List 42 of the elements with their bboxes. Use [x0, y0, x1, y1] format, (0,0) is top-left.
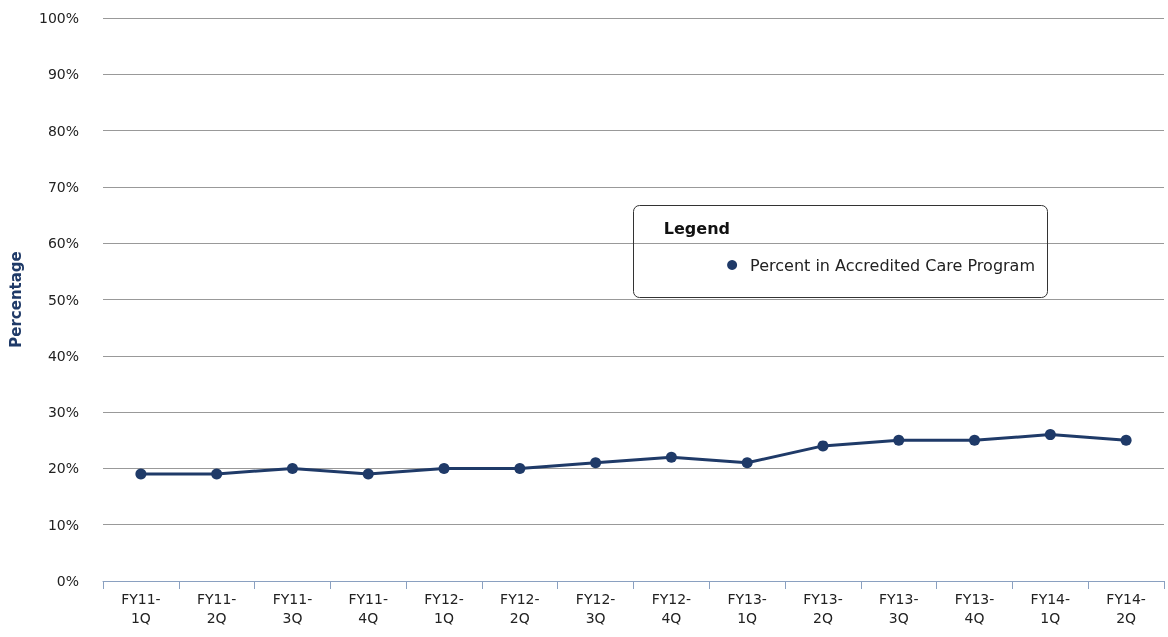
point — [362, 468, 374, 480]
x-tick-label: FY12-2Q — [500, 590, 540, 626]
point — [1120, 434, 1132, 446]
x-tick-label: FY11-1Q — [121, 590, 161, 626]
point — [1044, 429, 1056, 441]
x-tick-label: FY13-3Q — [879, 590, 919, 626]
point — [438, 462, 450, 474]
x-tick-label: FY12-4Q — [651, 590, 692, 626]
legend-title: Legend — [663, 218, 731, 238]
x-tick-label: FY14-1Q — [1030, 590, 1071, 626]
x-tick-label: FY11-4Q — [348, 590, 388, 626]
point — [211, 468, 223, 480]
y-tick-label: 20% — [47, 460, 79, 477]
point — [665, 451, 677, 463]
point — [741, 457, 753, 469]
y-tick-label: 100% — [38, 10, 79, 26]
y-tick-label: 90% — [47, 66, 79, 83]
point — [817, 440, 829, 452]
x-tick-label: FY14-2Q — [1106, 590, 1146, 626]
point — [590, 457, 602, 469]
point — [893, 434, 905, 446]
x-tick-label: FY13-2Q — [803, 590, 843, 626]
point — [135, 468, 147, 480]
x-tick-label: FY13-4Q — [954, 590, 995, 626]
x-tick-label: FY12-3Q — [575, 590, 616, 626]
point — [286, 462, 298, 474]
y-tick-label: 70% — [47, 178, 79, 195]
y-tick-label: 0% — [56, 573, 79, 589]
y-tick-label: 40% — [47, 347, 79, 364]
point — [514, 462, 526, 474]
y-axis-title: Percentage — [6, 251, 25, 348]
x-tick-label: FY13-1Q — [727, 590, 767, 626]
y-tick-label: 10% — [47, 516, 79, 533]
y-tick-label: 50% — [47, 291, 79, 308]
legend-label: Percent in Accredited Care Program — [750, 255, 1035, 275]
y-tick-label: 30% — [47, 404, 79, 421]
y-tick-label: 60% — [47, 235, 79, 252]
x-tick-label: FY11-3Q — [272, 590, 313, 626]
point — [969, 434, 981, 446]
y-tick-label: 80% — [47, 122, 79, 139]
x-tick-label: FY12-1Q — [424, 590, 464, 626]
x-tick-label: FY11-2Q — [196, 590, 237, 626]
